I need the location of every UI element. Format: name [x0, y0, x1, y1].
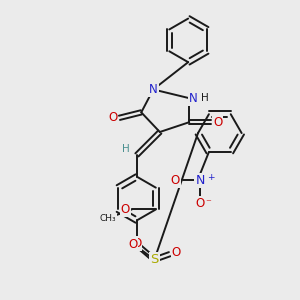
Text: O: O — [213, 116, 222, 129]
Text: ⁻: ⁻ — [206, 198, 212, 208]
Text: O: O — [128, 238, 137, 251]
Text: +: + — [207, 172, 214, 182]
Text: H: H — [201, 93, 208, 103]
Text: O: O — [121, 203, 130, 216]
Text: N: N — [196, 174, 205, 187]
Text: N: N — [149, 83, 158, 96]
Text: O: O — [196, 197, 205, 210]
Text: H: H — [122, 145, 130, 154]
Text: O: O — [108, 111, 118, 124]
Text: O: O — [172, 245, 181, 259]
Text: O: O — [132, 237, 142, 250]
Text: S: S — [150, 253, 159, 266]
Text: O: O — [170, 174, 180, 187]
Text: CH₃: CH₃ — [100, 214, 116, 223]
Text: N: N — [189, 92, 198, 105]
